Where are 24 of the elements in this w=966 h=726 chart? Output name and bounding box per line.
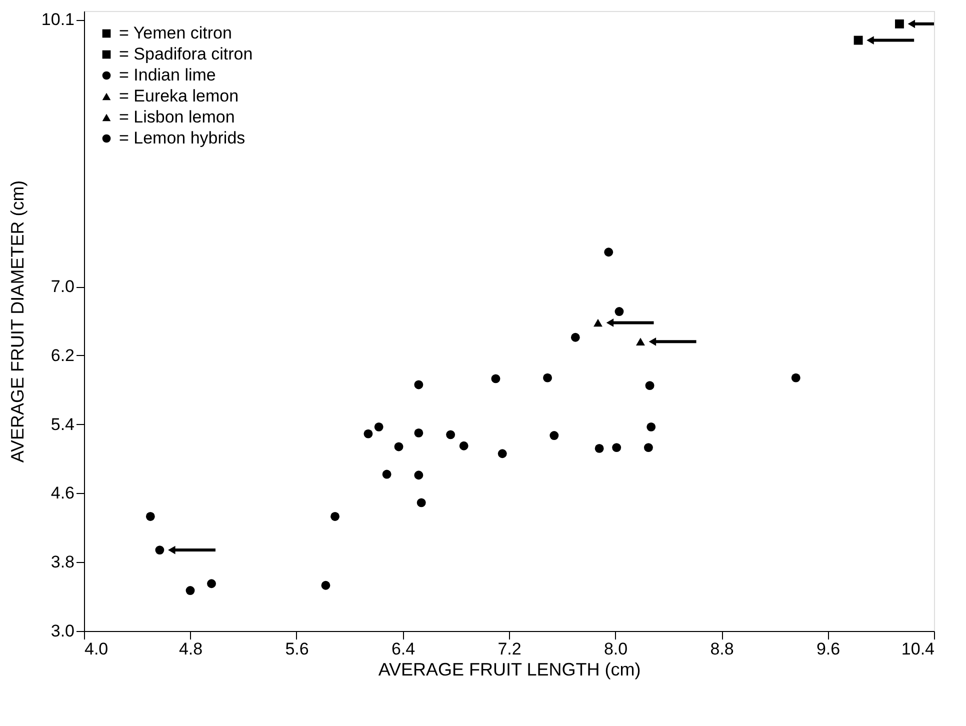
x-tick-label: 7.2 xyxy=(498,640,522,658)
y-tick-label: 6.2 xyxy=(50,346,74,365)
x-tick-label: 6.4 xyxy=(391,640,416,658)
x-tick-label: 8.8 xyxy=(710,640,734,658)
y-tick-label: 7.0 xyxy=(50,277,74,296)
x-tick-label: 10.4 xyxy=(901,640,934,658)
x-tick-label: 8.0 xyxy=(604,640,628,658)
legend-label: = Lisbon lemon xyxy=(119,108,235,126)
y-axis-title: AVERAGE FRUIT DIAMETER (cm) xyxy=(7,180,28,463)
legend-label: = Eureka lemon xyxy=(119,86,239,106)
legend-label: = Lemon hybrids xyxy=(119,128,246,148)
x-tick-label: 4.0 xyxy=(84,640,108,658)
legend-label: = Indian lime xyxy=(119,66,216,84)
y-tick-label: 3.8 xyxy=(50,552,74,572)
y-tick-label: 3.0 xyxy=(50,622,74,640)
x-axis-title: AVERAGE FRUIT LENGTH (cm) xyxy=(378,660,641,680)
legend-label: = Yemen citron xyxy=(119,24,232,42)
y-tick-label: 10.1 xyxy=(41,10,74,30)
legend-label: = Spadifora citron xyxy=(119,44,253,64)
x-tick-label: 4.8 xyxy=(178,640,203,658)
x-tick-label: 5.6 xyxy=(285,640,309,658)
y-tick-label: 4.6 xyxy=(50,484,74,503)
y-tick-label: 5.4 xyxy=(50,414,74,434)
x-tick-label: 9.6 xyxy=(816,640,840,658)
